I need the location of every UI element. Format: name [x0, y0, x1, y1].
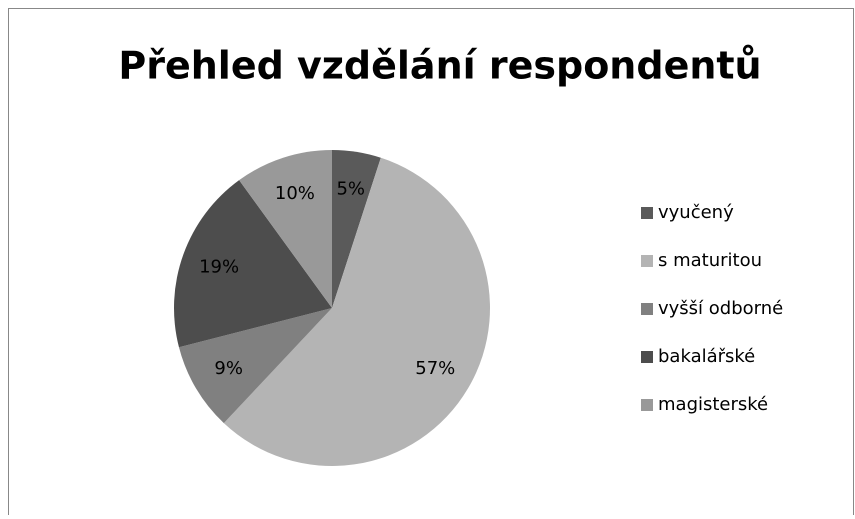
legend-swatch — [641, 255, 653, 267]
legend-swatch — [641, 351, 653, 363]
data-label: 9% — [214, 358, 243, 379]
legend-swatch — [641, 207, 653, 219]
legend-label: vyšší odborné — [658, 298, 783, 319]
data-label: 19% — [199, 256, 239, 277]
data-label: 57% — [415, 358, 455, 379]
pie-slice — [178, 308, 332, 424]
data-label: 10% — [275, 183, 315, 204]
pie-slice — [223, 157, 491, 466]
legend-label: bakalářské — [658, 346, 755, 367]
legend-label: magisterské — [658, 394, 768, 415]
legend-swatch — [641, 399, 653, 411]
data-label: 5% — [336, 178, 365, 199]
pie-slice — [174, 180, 332, 348]
legend-label: vyučený — [658, 202, 734, 223]
pie-slice — [239, 150, 332, 308]
legend-label: s maturitou — [658, 250, 762, 271]
legend-swatch — [641, 303, 653, 315]
chart-title: Přehled vzdělání respondentů — [118, 44, 761, 88]
pie-slice — [332, 150, 381, 308]
